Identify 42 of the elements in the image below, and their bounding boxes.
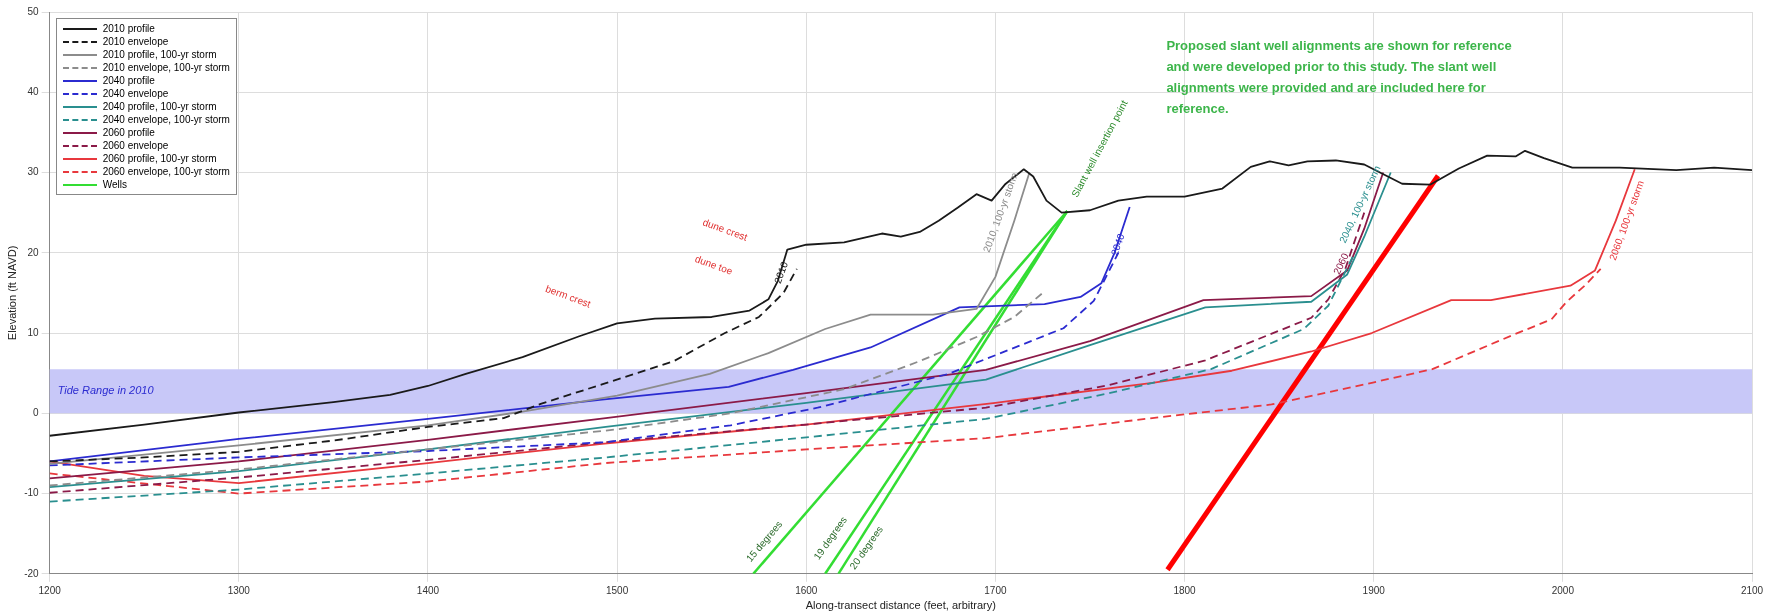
annotation: berm crest (544, 282, 593, 310)
x-tick-label: 1800 (1173, 584, 1197, 596)
x-tick-label: 1300 (227, 584, 251, 596)
annotation: 2060 (1331, 250, 1351, 277)
legend-label: 2040 profile, 100-yr storm (102, 100, 217, 113)
y-tick-label: 40 (27, 86, 40, 98)
annotation: Proposed slant well alignments are shown for reference and were developed prior to this study. The slant well alignments were provided and are included here for reference. (1166, 38, 1512, 117)
annotation: 2040, 100-yr storm (1337, 163, 1383, 245)
legend-label: 2040 envelope (102, 87, 169, 100)
legend-label: 2040 profile (102, 74, 155, 87)
x-tick-label: 1600 (795, 584, 818, 596)
y-tick-label: 10 (27, 326, 40, 338)
band-label: Tide Range in 2010 (57, 384, 155, 397)
legend-label: 2010 profile (102, 22, 155, 35)
x-axis-title: Along-transect distance (feet, arbitrary) (805, 599, 996, 612)
annotation: 2010, 100-yr storm (980, 171, 1020, 254)
legend-label: 2010 envelope (102, 35, 169, 48)
x-tick-label: 1400 (416, 584, 440, 596)
x-tick-label: 1900 (1362, 584, 1386, 596)
legend-label: 2060 envelope (102, 139, 169, 152)
x-tick-label: 1200 (38, 584, 62, 596)
x-tick-label: 2000 (1551, 584, 1575, 596)
y-axis-title: Elevation (ft NAVD) (5, 245, 18, 341)
y-tick-label: 50 (27, 5, 40, 17)
y-tick-label: -20 (24, 567, 40, 579)
legend-label: 2010 profile, 100-yr storm (102, 48, 217, 61)
legend-label: Wells (102, 178, 127, 191)
y-tick-label: 30 (27, 166, 40, 178)
legend-label: 2060 profile, 100-yr storm (102, 152, 217, 165)
x-tick-label: 2100 (1740, 584, 1764, 596)
legend-label: 2060 profile (102, 126, 155, 139)
legend-label: 2060 envelope, 100-yr storm (102, 165, 230, 178)
annotation: dune crest (701, 216, 750, 243)
legend-label: 2010 envelope, 100-yr storm (102, 61, 230, 74)
legend-label: 2040 envelope, 100-yr storm (102, 113, 230, 126)
y-tick-label: -10 (24, 487, 40, 499)
y-tick-label: 0 (33, 407, 40, 419)
annotation: 2060, 100-yr storm (1606, 179, 1646, 262)
annotation: dune toe (693, 253, 735, 277)
y-tick-label: 20 (27, 246, 40, 258)
x-tick-label: 1500 (605, 584, 629, 596)
x-tick-label: 1700 (984, 584, 1007, 596)
